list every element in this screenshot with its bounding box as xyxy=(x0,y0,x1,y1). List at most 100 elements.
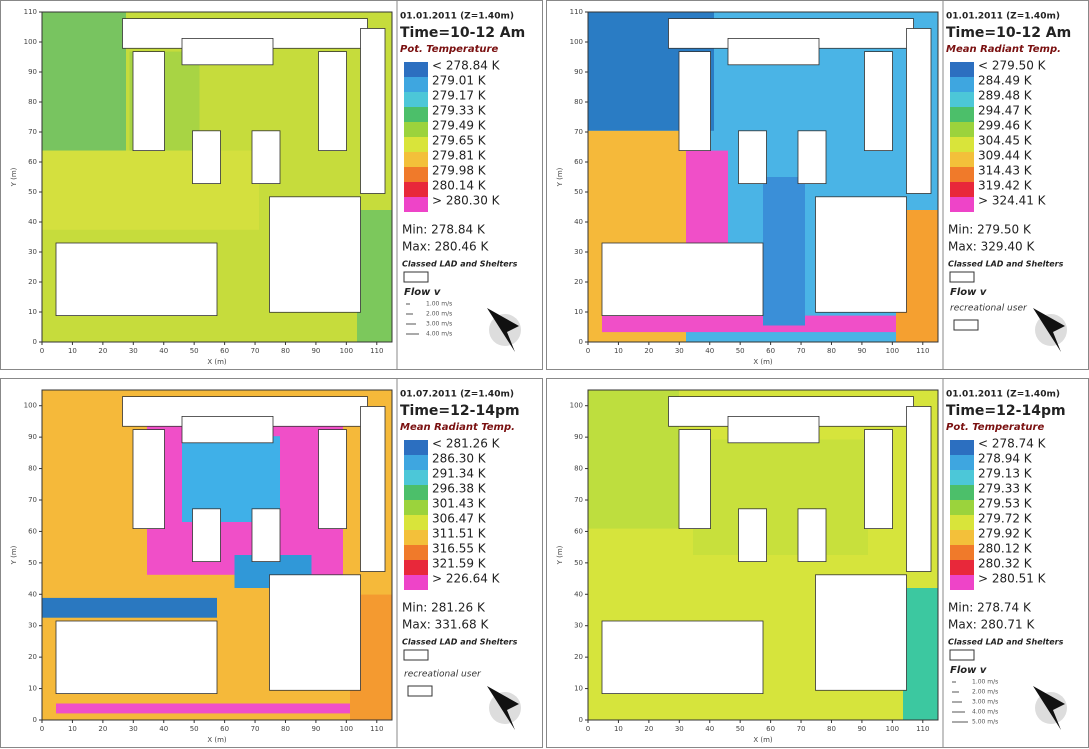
y-tick-label: 80 xyxy=(28,98,37,106)
y-tick-label: 40 xyxy=(574,218,583,226)
legend-label: 279.98 K xyxy=(432,164,487,178)
x-tick-label: 30 xyxy=(129,725,138,733)
legend-swatch xyxy=(404,152,428,167)
shelters-label: Classed LAD and Shelters xyxy=(402,638,518,647)
shelter-box xyxy=(949,649,975,661)
y-tick-label: 100 xyxy=(24,38,37,46)
date: 01.01.2011 (Z=1.40m) xyxy=(946,390,1060,400)
legend-swatch xyxy=(950,167,974,182)
legend-label: 279.81 K xyxy=(432,149,487,163)
y-tick-label: 20 xyxy=(28,278,37,286)
building xyxy=(269,196,361,313)
time: Time=10-12 Am xyxy=(400,25,525,41)
y-tick-label: 80 xyxy=(574,98,583,106)
max-label: Max: 329.40 K xyxy=(948,240,1035,254)
shelter-box xyxy=(403,271,429,283)
y-tick-label: 100 xyxy=(570,38,583,46)
x-tick-label: 10 xyxy=(68,347,77,355)
y-tick-label: 20 xyxy=(574,278,583,286)
legend-label: > 280.51 K xyxy=(978,572,1047,586)
field-region xyxy=(182,436,280,522)
legend-swatch xyxy=(950,485,974,500)
y-axis-title: Y (m) xyxy=(10,167,18,187)
min-label: Min: 279.50 K xyxy=(948,223,1032,237)
plot-frame xyxy=(41,389,393,721)
legend-label: 306.47 K xyxy=(432,512,487,526)
x-tick-label: 50 xyxy=(736,347,745,355)
building xyxy=(269,574,361,691)
x-tick-label: 80 xyxy=(827,725,836,733)
legend-swatch xyxy=(404,530,428,545)
legend-label: 280.32 K xyxy=(978,557,1033,571)
legend-swatch xyxy=(404,92,428,107)
field-region xyxy=(42,150,259,230)
variable: Mean Radiant Temp. xyxy=(946,44,1061,55)
user-label: recreational user xyxy=(404,670,482,680)
legend-swatch xyxy=(404,77,428,92)
field-region xyxy=(42,597,217,618)
variable: Pot. Temperature xyxy=(946,422,1044,433)
legend-swatch xyxy=(404,137,428,152)
max-label: Max: 280.46 K xyxy=(402,240,489,254)
building xyxy=(727,38,820,66)
building xyxy=(738,130,767,185)
y-tick-label: 50 xyxy=(574,188,583,196)
x-tick-label: 100 xyxy=(340,347,353,355)
x-tick-label: 0 xyxy=(40,725,44,733)
building xyxy=(181,416,274,444)
y-tick-label: 70 xyxy=(574,496,583,504)
legend-label: 279.33 K xyxy=(432,104,487,118)
legend-swatch xyxy=(950,182,974,197)
legend-label: 296.38 K xyxy=(432,482,487,496)
y-tick-label: 0 xyxy=(33,716,37,724)
y-tick-label: 0 xyxy=(33,338,37,346)
min-label: Min: 278.84 K xyxy=(402,223,486,237)
y-tick-label: 100 xyxy=(24,402,37,410)
building xyxy=(192,508,221,563)
flow-label: 2.00 m/s xyxy=(972,689,998,696)
legend-swatch xyxy=(404,197,428,212)
legend-swatch xyxy=(404,182,428,197)
legend-swatch xyxy=(404,62,428,77)
legend-swatch xyxy=(404,470,428,485)
x-tick-label: 40 xyxy=(159,347,168,355)
legend-label: 291.34 K xyxy=(432,467,487,481)
x-tick-label: 80 xyxy=(281,347,290,355)
date: 01.07.2011 (Z=1.40m) xyxy=(400,390,514,400)
legend-label: < 278.74 K xyxy=(978,437,1047,451)
north-arrow xyxy=(487,308,519,352)
legend-swatch xyxy=(950,545,974,560)
building xyxy=(738,508,767,563)
building xyxy=(251,130,281,185)
time: Time=10-12 Am xyxy=(946,25,1071,41)
y-axis-title: Y (m) xyxy=(556,545,564,565)
user-box xyxy=(407,685,433,697)
x-axis-title: X (m) xyxy=(207,736,227,744)
building xyxy=(864,51,893,151)
y-tick-label: 100 xyxy=(570,402,583,410)
legend-swatch xyxy=(950,560,974,575)
legend-label: 279.17 K xyxy=(432,89,487,103)
x-tick-label: 30 xyxy=(675,347,684,355)
x-tick-label: 10 xyxy=(614,347,623,355)
legend-label: 286.30 K xyxy=(432,452,487,466)
legend-swatch xyxy=(404,575,428,590)
legend-label: 299.46 K xyxy=(978,119,1033,133)
y-tick-label: 30 xyxy=(574,622,583,630)
flow-label: 4.00 m/s xyxy=(426,331,452,338)
legend-label: < 281.26 K xyxy=(432,437,501,451)
legend-swatch xyxy=(950,515,974,530)
y-tick-label: 10 xyxy=(574,685,583,693)
plot-frame xyxy=(587,389,939,721)
legend-swatch xyxy=(950,92,974,107)
y-tick-label: 90 xyxy=(574,433,583,441)
flow-label: 1.00 m/s xyxy=(972,679,998,686)
y-tick-label: 90 xyxy=(28,433,37,441)
max-label: Max: 331.68 K xyxy=(402,618,489,632)
x-tick-label: 100 xyxy=(886,725,899,733)
legend-label: 278.94 K xyxy=(978,452,1033,466)
x-tick-label: 110 xyxy=(916,347,929,355)
y-axis-title: Y (m) xyxy=(10,545,18,565)
x-axis-title: X (m) xyxy=(753,358,773,366)
